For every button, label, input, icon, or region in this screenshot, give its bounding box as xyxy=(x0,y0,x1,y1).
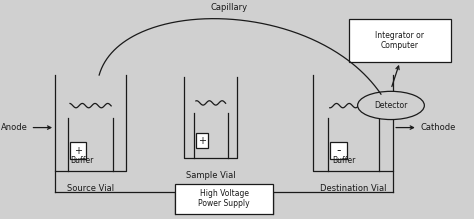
Text: Integrator or
Computer: Integrator or Computer xyxy=(375,31,424,50)
FancyBboxPatch shape xyxy=(349,19,451,62)
FancyBboxPatch shape xyxy=(196,133,208,148)
Ellipse shape xyxy=(357,91,424,120)
Text: -: - xyxy=(337,144,341,157)
Text: Buffer: Buffer xyxy=(70,156,94,165)
Text: Sample Vial: Sample Vial xyxy=(186,171,236,180)
Text: Capillary: Capillary xyxy=(210,3,247,12)
Text: Destination Vial: Destination Vial xyxy=(320,184,386,193)
Text: Detector: Detector xyxy=(374,101,408,110)
Text: Buffer: Buffer xyxy=(332,156,355,165)
Text: +: + xyxy=(198,136,206,146)
Text: +: + xyxy=(74,145,82,155)
Text: Anode: Anode xyxy=(0,123,27,132)
FancyBboxPatch shape xyxy=(70,142,86,159)
Text: Source Vial: Source Vial xyxy=(67,184,114,193)
Text: High Voltage
Power Supply: High Voltage Power Supply xyxy=(198,189,250,208)
FancyBboxPatch shape xyxy=(175,184,273,214)
Text: Cathode: Cathode xyxy=(421,123,456,132)
FancyBboxPatch shape xyxy=(330,142,347,159)
